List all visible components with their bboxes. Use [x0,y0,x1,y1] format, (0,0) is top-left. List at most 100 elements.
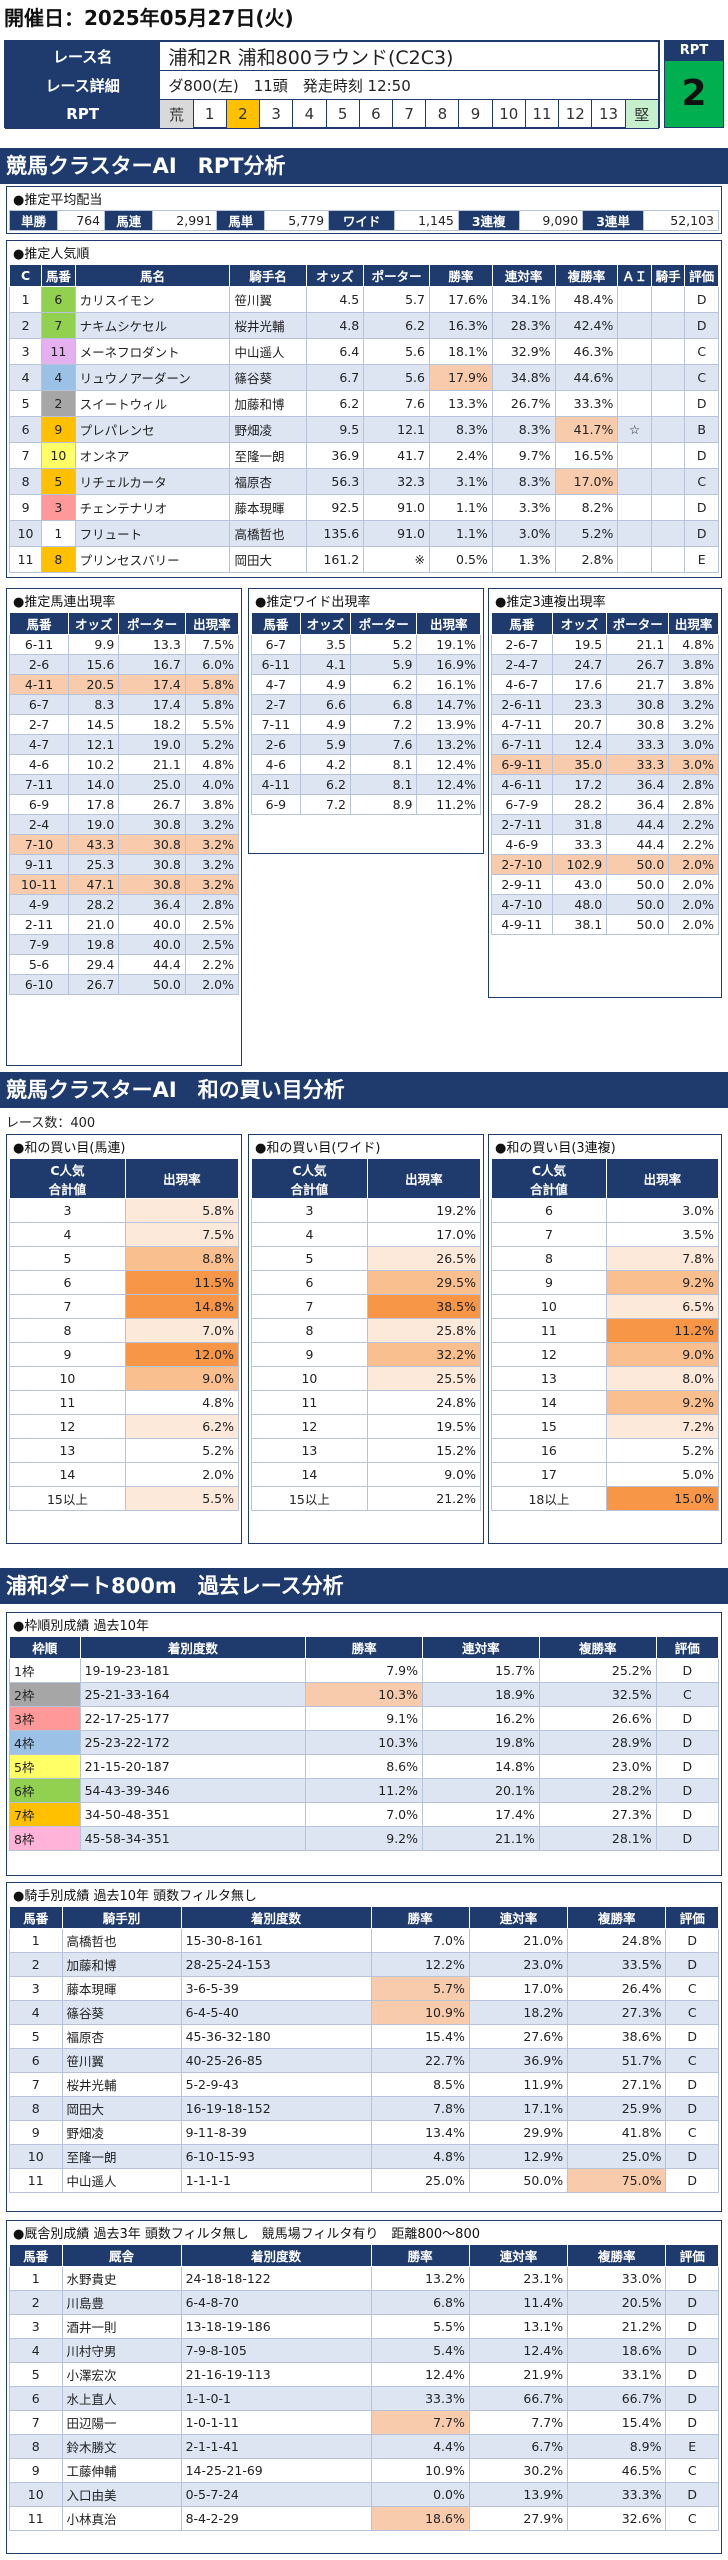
table-row: 9 12.0% [9,1342,240,1367]
table-cell: 3.8% [184,794,240,815]
table-cell: 23.0% [468,1952,569,1977]
table-cell: D [665,2266,719,2291]
table-cell: 26.4% [567,1976,667,2001]
table-cell: 4-7 [8,734,70,755]
table-cell: 6-10 [8,974,70,995]
table-cell: 岡田大 [61,2096,182,2121]
table-row: 6 9 プレパレンセ 野畑凌 9.5 12.1 8.3% 8.3% 41.7% ☆ B [8,416,719,443]
table-cell: 10 [9,2482,63,2507]
table-row: 2-6-7 19.5 21.1 4.8% [491,634,719,655]
column-header: C人気 合計値 [491,1158,607,1199]
table-cell: 135.6 [305,520,365,547]
table-cell: 2 [9,2290,63,2315]
table-cell: 17.0% [468,1976,569,2001]
table-cell: 4-11 [251,774,301,795]
table-cell: 22-17-25-177 [79,1706,307,1731]
table-cell: 7.9% [305,1658,424,1683]
table-row: 4 7.5% [9,1222,240,1247]
table-row: 7枠 34-50-48-351 7.0% 17.4% 27.3% D [9,1802,720,1827]
table-cell: 41.7 [363,442,430,469]
table-cell: 1.3% [491,546,556,573]
column-header: 馬番 [491,612,553,635]
wa-wide-title: ●和の買い目(ワイド) [255,1141,381,1156]
column-header: 厩舎 [61,2244,182,2267]
column-header: 着別度数 [180,1906,372,1929]
table-cell: 26.7 [118,794,186,815]
table-cell: 加藤和博 [229,390,307,417]
table-cell: 28.2 [551,794,608,815]
table-cell: 3.3% [491,494,556,521]
table-cell: D [684,390,719,417]
table-cell: 38.1 [551,914,608,935]
table-cell: 4.8% [370,2144,470,2169]
table-cell: 5.8% [184,674,240,695]
table-cell: 9.7% [491,442,556,469]
column-header: 評価 [665,2244,719,2267]
table-cell: 50.0 [606,874,670,895]
table-cell: 3-6-5-39 [180,1976,372,2001]
table-cell: 7.7% [468,2410,569,2435]
table-cell: 水野貴史 [61,2266,182,2291]
table-cell: 46.3% [554,338,619,365]
table-cell: 9.2% [605,1270,720,1295]
table-cell: 25-21-33-164 [79,1682,307,1707]
rpt-scale-cell: 2 [225,99,261,129]
table-cell: 0.5% [429,546,493,573]
table-cell: 11 [41,338,76,365]
table-cell: 2.8% [668,774,719,795]
column-header: C人気 合計値 [9,1158,126,1199]
table-cell: 8.2% [554,494,619,521]
table-cell [650,364,686,391]
table-row: 10 6.5% [491,1294,720,1319]
table-cell: 12.4% [416,774,481,795]
table-cell: 16-19-18-152 [180,2096,372,2121]
table-cell: 6-7 [8,694,70,715]
table-cell: 21.7 [606,674,670,695]
table-cell [650,494,686,521]
table-cell: 2-7-11 [491,814,553,835]
table-row: 11 11.2% [491,1318,720,1343]
table-cell: 4-6 [251,754,301,775]
table-row: 1枠 19-19-23-181 7.9% 15.7% 25.2% D [9,1658,720,1683]
column-header: 複勝率 [567,2244,667,2267]
table-cell [650,468,686,495]
table-cell: 2-7 [251,694,301,715]
table-cell: 加藤和博 [61,1952,182,1977]
table-cell: 32.3 [363,468,430,495]
table-cell: D [655,1706,720,1731]
jockey-title: ●騎手別成績 過去10年 頭数フィルタ無し [13,1889,257,1904]
table-cell: 27.1% [567,2072,667,2097]
table-cell: D [684,520,719,547]
wa-wide-panel: ●和の買い目(ワイド) C人気 合計値 出現率 3 19.2% 4 17.0% 5 26.5%… [248,1134,484,1544]
column-header: 馬番 [251,612,301,635]
table-cell: 8.3% [491,416,556,443]
table-cell: 7.8% [370,2096,470,2121]
payout-panel: ●推定平均配当 単勝 764 馬連 2,991 馬単 5,779 ワイド 1,145 3連複 9,… [6,186,722,234]
table-cell: 10 [8,520,43,547]
rpt-scale-cell: 11 [524,99,560,129]
race-name: 浦和2R 浦和800ラウンド(C2C3) [159,41,659,71]
column-header: 馬番 [9,1906,63,1929]
table-cell: 6-9 [8,794,70,815]
table-cell: 9 [9,2120,63,2145]
table-cell: 11 [251,1390,368,1415]
column-header: 出現率 [184,612,240,635]
table-cell: 田辺陽一 [61,2410,182,2435]
table-cell: 34.8% [491,364,556,391]
table-cell: 3.2% [184,874,240,895]
table-cell: 9-11-8-39 [180,2120,372,2145]
table-cell: 5 [8,390,43,417]
table-cell: 6-7 [251,634,301,655]
table-cell: 4.8 [305,312,365,339]
table-cell: 11 [491,1318,607,1343]
table-cell: 5.2% [184,734,240,755]
table-cell [617,546,652,573]
table-cell: 25.0% [370,2168,470,2193]
table-cell: 91.0 [363,494,430,521]
table-cell: 40-25-26-85 [180,2048,372,2073]
table-row: 6-10 26.7 50.0 2.0% [8,974,240,995]
table-row: 6-7 8.3 17.4 5.8% [8,694,240,715]
table-cell: 2.0% [668,894,719,915]
table-cell: 篠谷葵 [229,364,307,391]
table-cell: 12.4% [370,2362,470,2387]
